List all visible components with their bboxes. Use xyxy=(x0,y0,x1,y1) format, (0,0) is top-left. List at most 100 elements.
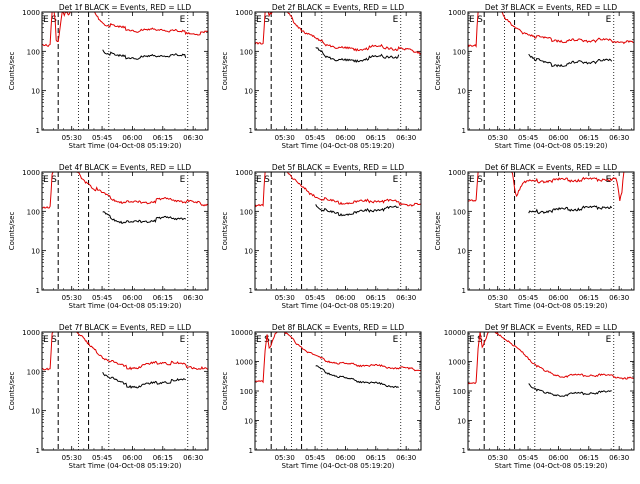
x-tick-label: 06:30 xyxy=(396,294,416,302)
series-line-lld xyxy=(255,172,421,208)
x-tick-label: 05:45 xyxy=(305,454,325,462)
panel-title: Det 4f BLACK = Events, RED = LLD xyxy=(59,163,192,172)
panel-title: Det 5f BLACK = Events, RED = LLD xyxy=(272,163,405,172)
event-marker-label: S xyxy=(51,335,57,345)
series-line-events xyxy=(315,365,399,389)
x-tick-label: 06:00 xyxy=(548,454,568,462)
y-tick-label: 10 xyxy=(457,88,466,96)
x-tick-label: 06:00 xyxy=(335,134,355,142)
y-tick-label: 10 xyxy=(244,248,253,256)
x-tick-label: 05:45 xyxy=(92,294,112,302)
y-tick-label: 100 xyxy=(240,388,253,396)
event-marker-label: E xyxy=(43,15,49,25)
x-tick-label: 06:15 xyxy=(579,294,599,302)
event-marker-label: E xyxy=(469,15,475,25)
y-tick-label: 10 xyxy=(31,408,40,416)
x-axis-label: Start Time (04-Oct-08 05:19:20) xyxy=(282,462,395,470)
event-marker-label: E xyxy=(469,175,475,185)
x-tick-label: 06:30 xyxy=(609,134,629,142)
x-tick-label: 06:00 xyxy=(335,454,355,462)
event-marker-label: E xyxy=(180,15,186,25)
y-axis-label: Counts/sec xyxy=(8,372,16,411)
series-group xyxy=(255,12,421,64)
event-marker-label: E xyxy=(393,175,399,185)
y-tick-label: 100 xyxy=(27,368,40,376)
series-line-lld xyxy=(468,332,634,385)
x-tick-label: 06:00 xyxy=(548,294,568,302)
event-marker-label: E xyxy=(180,335,186,345)
y-tick-label: 10 xyxy=(31,248,40,256)
x-tick-label: 06:00 xyxy=(335,294,355,302)
x-tick-label: 05:30 xyxy=(275,134,295,142)
x-tick-label: 06:30 xyxy=(396,454,416,462)
panel-title: Det 9f BLACK = Events, RED = LLD xyxy=(485,323,618,332)
x-tick-label: 05:30 xyxy=(62,454,82,462)
series-line-events xyxy=(528,205,613,215)
y-tick-label: 100 xyxy=(453,48,466,56)
x-tick-label: 05:45 xyxy=(305,294,325,302)
event-marker-label: E xyxy=(606,15,612,25)
panel-title: Det 2f BLACK = Events, RED = LLD xyxy=(272,3,405,12)
series-line-lld xyxy=(255,332,421,384)
x-tick-label: 06:15 xyxy=(153,134,173,142)
series-group xyxy=(255,332,421,389)
series-line-lld xyxy=(42,332,208,371)
event-marker-label: E xyxy=(393,335,399,345)
y-tick-label: 10 xyxy=(244,418,253,426)
x-tick-label: 06:00 xyxy=(122,454,142,462)
x-tick-label: 05:45 xyxy=(305,134,325,142)
x-tick-label: 06:00 xyxy=(122,294,142,302)
y-tick-label: 1 xyxy=(36,287,40,295)
y-tick-label: 100 xyxy=(240,208,253,216)
series-group xyxy=(42,12,208,60)
y-tick-label: 1000 xyxy=(22,329,40,337)
y-tick-label: 1 xyxy=(36,127,40,135)
event-marker-label: E xyxy=(393,15,399,25)
x-tick-label: 06:30 xyxy=(609,454,629,462)
x-tick-label: 06:00 xyxy=(548,134,568,142)
panel-det-9: Det 9f BLACK = Events, RED = LLD 1 10 100 10… xyxy=(434,323,635,470)
y-tick-label: 10 xyxy=(31,88,40,96)
panel-title: Det 8f BLACK = Events, RED = LLD xyxy=(272,323,405,332)
event-marker-label: E xyxy=(469,335,475,345)
x-tick-label: 05:30 xyxy=(488,294,508,302)
panel-det-2: Det 2f BLACK = Events, RED = LLD 1 10 100 10… xyxy=(221,3,422,150)
y-axis-label: Counts/sec xyxy=(434,372,442,411)
y-tick-label: 100 xyxy=(27,208,40,216)
y-tick-label: 1000 xyxy=(235,169,253,177)
panel-det-6: Det 6f BLACK = Events, RED = LLD 1 10 100 10… xyxy=(434,163,635,310)
y-tick-label: 10 xyxy=(457,248,466,256)
y-tick-label: 1000 xyxy=(22,9,40,17)
y-tick-label: 1000 xyxy=(448,169,466,177)
axes-frame xyxy=(467,331,635,451)
panel-title: Det 3f BLACK = Events, RED = LLD xyxy=(485,3,618,12)
y-tick-label: 100 xyxy=(453,208,466,216)
y-tick-label: 1 xyxy=(462,447,466,455)
series-line-lld xyxy=(468,172,634,202)
event-marker-label: S xyxy=(477,335,483,345)
event-marker-label: E xyxy=(256,335,262,345)
x-axis-label: Start Time (04-Oct-08 05:19:20) xyxy=(69,462,182,470)
axes-frame xyxy=(41,171,209,291)
axes-frame xyxy=(41,331,209,451)
x-tick-label: 05:45 xyxy=(92,454,112,462)
y-tick-label: 10000 xyxy=(231,329,253,337)
event-marker-label: E xyxy=(606,335,612,345)
x-tick-label: 05:45 xyxy=(518,294,538,302)
x-tick-label: 05:45 xyxy=(518,454,538,462)
panel-det-8: Det 8f BLACK = Events, RED = LLD 1 10 100 10… xyxy=(221,323,422,470)
x-tick-label: 06:30 xyxy=(396,134,416,142)
y-tick-label: 1 xyxy=(462,287,466,295)
y-tick-label: 100 xyxy=(27,48,40,56)
x-tick-label: 06:30 xyxy=(609,294,629,302)
event-marker-label: S xyxy=(477,175,483,185)
event-marker-label: E xyxy=(180,175,186,185)
series-line-events xyxy=(315,47,400,64)
axes-frame xyxy=(254,331,422,451)
series-group xyxy=(468,172,634,215)
x-tick-label: 06:15 xyxy=(366,454,386,462)
x-tick-label: 06:30 xyxy=(183,294,203,302)
series-line-events xyxy=(315,204,399,217)
